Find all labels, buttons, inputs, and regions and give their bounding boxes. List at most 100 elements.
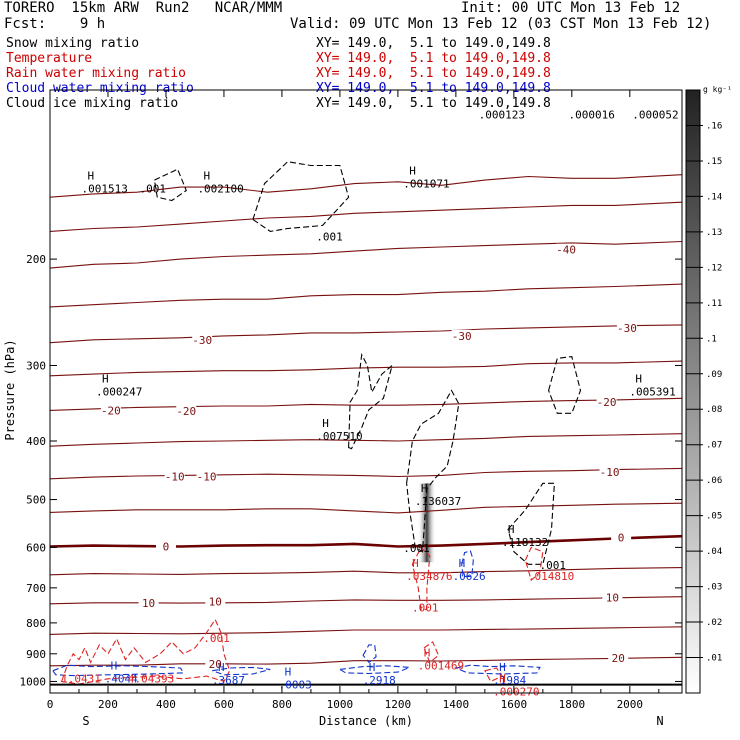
x-tick-label-5: 1000 [327,698,354,711]
extremum-value-5: .000123 [479,108,525,121]
isotherm-label-3: -30 [617,322,637,335]
isotherm-11 [49,567,683,576]
extremum-value-12: .118132 [502,536,548,549]
x-tick-label-6: 1200 [385,698,412,711]
y-tick-label-8: 1000 [20,675,47,688]
right-endpoint-label: N [656,714,663,728]
isotherm-label-bg-1 [192,333,213,346]
extremum-marker-28: H [499,673,506,686]
isotherm-3 [49,283,683,308]
isotherm-label-bg-13 [205,595,226,608]
colorbar-tick-label-9: .1 [706,334,717,344]
y-tick-label-5: 700 [26,582,46,595]
extremum-value-25: .0003 [279,679,312,692]
hydrometeor-contour-11 [52,664,185,677]
isotherm-label-15: 20 [209,658,222,671]
isotherm-label-bg-5 [176,405,197,418]
y-axis-label: Pressure (hPa) [3,339,17,440]
isotherm-label-6: -20 [597,396,617,409]
extremum-value-26: .2918 [363,674,396,687]
y-tick-label-2: 400 [26,435,46,448]
extremum-value-23: 4.04393 [128,672,174,685]
extremum-value-8: .000247 [96,386,142,399]
hydrometeor-contour-15 [454,664,541,675]
isotherm-label-bg-16 [608,652,629,665]
extremum-value-22: 1.0431 [61,672,101,685]
model-title: TORERO 15km ARW Run2 NCAR/MMM [4,0,283,16]
snow-shading-column [417,483,436,563]
isotherm-label-bg-11 [611,531,632,544]
extremum-value-28: .000270 [493,686,539,699]
hydrometeor-contour-4 [252,161,350,232]
x-tick-label-3: 600 [214,698,234,711]
extremum-marker-25: H [285,666,292,679]
extremum-value-15: .034876 [406,570,452,583]
extremum-value-17: .0626 [453,570,486,583]
isotherm-label-bg-3 [616,321,637,334]
extremum-value-2: .002100 [197,183,243,196]
isotherm-label-10: 0 [163,541,170,554]
hydrometeor-contour-14 [338,665,410,675]
y-tick-label-3: 500 [26,494,46,507]
colorbar-tick-label-1: .02 [706,618,722,628]
isotherm-10 [49,534,683,548]
extremum-value-9: .005391 [629,386,675,399]
colorbar-tick-label-5: .06 [706,476,722,486]
isotherm-5 [49,360,683,377]
field-name-2: Rain water mixing ratio [6,66,187,81]
extremum-value-13: .001 [403,542,430,555]
colorbar-tick-label-8: .09 [706,370,722,380]
extremum-marker-0: H [87,170,94,183]
field-xy-4: XY= 149.0, 5.1 to 149.0,149.8 [316,96,551,111]
hydrometeor-contour-6 [411,546,431,610]
colorbar-tick-label-14: .15 [706,157,722,167]
isotherm-label-7: -10 [165,471,185,484]
extremum-value-20: .001469 [418,659,464,672]
y-tick-label-0: 200 [26,253,46,266]
extremum-marker-12: H [508,523,515,536]
isotherm-label-14: 10 [606,591,619,604]
isotherm-label-1: -30 [192,334,212,347]
isotherm-1 [49,201,683,232]
isotherm-label-bg-14 [602,591,623,604]
colorbar [685,89,701,694]
colorbar-tick-label-3: .04 [706,547,722,557]
extremum-marker-24: H [218,661,225,674]
hydrometeor-contour-10 [484,667,504,683]
forecast-hour: Fcst: 9 h [4,16,106,32]
left-endpoint-label: S [82,714,89,728]
isotherm-label-bg-15 [205,657,226,670]
colorbar-tick-label-7: .08 [706,405,722,415]
y-tick-label-7: 900 [26,648,46,661]
field-name-4: Cloud ice mixing ratio [6,96,179,111]
isotherm-label-12: 10 [142,597,155,610]
extremum-marker-4: H [409,164,416,177]
extremum-value-3: .001 [316,230,343,243]
isotherm-label-11: 0 [618,532,625,545]
isotherm-13 [49,626,683,635]
extremum-value-6: .000016 [569,108,615,121]
isotherm-label-bg-10 [155,540,176,553]
colorbar-tick-label-15: .16 [706,121,722,131]
isotherm-label-5: -20 [176,405,196,418]
extremum-marker-11: H [421,482,428,495]
colorbar-tick-label-6: .07 [706,441,722,451]
extremum-marker-17: H [459,557,466,570]
colorbar-tick-label-13: .14 [706,192,722,202]
isotherm-label-bg-0 [556,243,577,256]
isotherm-label-bg-7 [164,470,185,483]
extremum-value-24: .3687 [212,674,245,687]
extremum-marker-9: H [635,373,642,386]
field-xy-2: XY= 149.0, 5.1 to 149.0,149.8 [316,66,551,81]
isotherm-label-bg-9 [599,465,620,478]
y-tick-label-4: 600 [26,541,46,554]
isotherm-9 [49,502,683,514]
hydrometeor-contour-13 [362,644,377,664]
colorbar-tick-label-12: .13 [706,228,722,238]
extremum-value-10: .007510 [316,430,362,443]
field-xy-1: XY= 149.0, 5.1 to 149.0,149.8 [316,51,551,66]
isotherm-7 [49,433,683,447]
extremum-value-4: .001071 [403,177,449,190]
